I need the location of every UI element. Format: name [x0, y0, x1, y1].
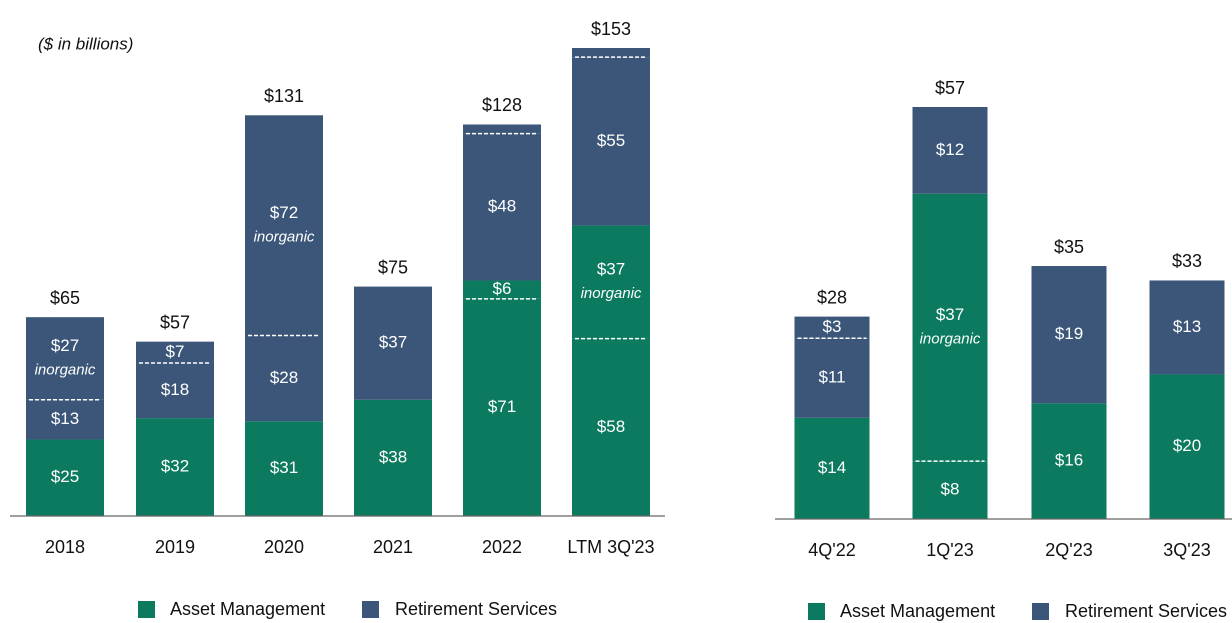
total-label: $128	[482, 95, 522, 115]
bar-segment	[1149, 374, 1225, 519]
legend-label: Retirement Services	[395, 599, 557, 619]
segment-label: $16	[1055, 451, 1083, 470]
segment-label: $58	[597, 417, 625, 436]
segment-label: $3	[823, 317, 842, 336]
bar-segment	[463, 124, 541, 134]
bar-segment	[463, 280, 541, 299]
bar-segment	[354, 286, 432, 400]
bar-segment	[26, 439, 104, 516]
segment-label: $13	[51, 409, 79, 428]
segment-note: inorganic	[254, 228, 315, 245]
total-label: $75	[378, 257, 408, 277]
x-tick-label: 2022	[482, 537, 522, 557]
bar-segment	[136, 418, 214, 516]
segment-label: $11	[818, 368, 845, 387]
segment-label: $55	[597, 131, 625, 150]
segment-label: $8	[941, 480, 960, 499]
x-tick-label: 3Q'23	[1163, 540, 1210, 560]
total-label: $33	[1172, 251, 1202, 271]
bar-segment	[572, 57, 650, 226]
bar-segment	[136, 363, 214, 419]
segment-label: $12	[936, 140, 964, 159]
segment-label: $37	[597, 259, 625, 278]
bar-segment	[794, 316, 870, 339]
bar-segment	[26, 399, 104, 440]
segment-label: $20	[1173, 436, 1201, 455]
bar-segment	[245, 115, 323, 336]
units-note: ($ in billions)	[38, 34, 133, 53]
segment-label: $72	[270, 203, 298, 222]
total-label: $153	[591, 19, 631, 39]
total-label: $28	[817, 287, 847, 307]
segment-label: $19	[1055, 324, 1083, 343]
bar-segment	[463, 298, 541, 516]
segment-label: $31	[270, 458, 298, 477]
legend-swatch	[362, 601, 379, 618]
x-tick-label: 2020	[264, 537, 304, 557]
segment-label: $18	[161, 380, 189, 399]
segment-label: $25	[51, 467, 79, 486]
x-tick-label: 2019	[155, 537, 195, 557]
legend-label: Asset Management	[170, 599, 325, 619]
segment-label: $37	[936, 305, 964, 324]
bar-segment	[463, 133, 541, 281]
segment-label: $13	[1173, 317, 1201, 336]
bar-segment	[354, 399, 432, 516]
bar-segment	[245, 421, 323, 516]
bar-segment	[572, 225, 650, 339]
segment-label: $28	[270, 368, 298, 387]
bar-segment	[1149, 280, 1225, 375]
legend-swatch	[138, 601, 155, 618]
segment-label: $7	[166, 342, 185, 361]
bar-segment	[572, 48, 650, 58]
total-label: $35	[1054, 237, 1084, 257]
bar-segment	[572, 338, 650, 516]
bar-segment	[1031, 266, 1107, 404]
bar-segment	[1031, 403, 1107, 519]
segment-label: $71	[488, 397, 516, 416]
bar-segment	[26, 317, 104, 400]
bar-segment	[912, 193, 988, 462]
bar-segment	[794, 338, 870, 418]
x-tick-label: 2021	[373, 537, 413, 557]
segment-note: inorganic	[35, 361, 96, 378]
bar-segment	[245, 335, 323, 422]
total-label: $57	[160, 312, 190, 332]
x-tick-label: LTM 3Q'23	[567, 537, 654, 557]
legend-swatch	[808, 603, 825, 620]
bar-segment	[912, 461, 988, 519]
total-label: $131	[264, 86, 304, 106]
segment-label: $6	[493, 279, 512, 298]
total-label: $57	[935, 78, 965, 98]
x-tick-label: 2018	[45, 537, 85, 557]
segment-note: inorganic	[920, 330, 981, 347]
legend-swatch	[1032, 603, 1049, 620]
legend-label: Asset Management	[840, 601, 995, 621]
segment-label: $37	[379, 333, 407, 352]
bar-segment	[794, 417, 870, 519]
segment-label: $38	[379, 447, 407, 466]
segment-label: $27	[51, 336, 79, 355]
segment-label: $32	[161, 457, 189, 476]
x-tick-label: 4Q'22	[808, 540, 855, 560]
total-label: $65	[50, 288, 80, 308]
x-tick-label: 1Q'23	[926, 540, 973, 560]
bar-segment	[136, 341, 214, 364]
x-tick-label: 2Q'23	[1045, 540, 1092, 560]
segment-note: inorganic	[581, 285, 642, 302]
legend-label: Retirement Services	[1065, 601, 1227, 621]
segment-label: $48	[488, 197, 516, 216]
segment-label: $14	[818, 458, 846, 477]
bar-segment	[912, 107, 988, 194]
